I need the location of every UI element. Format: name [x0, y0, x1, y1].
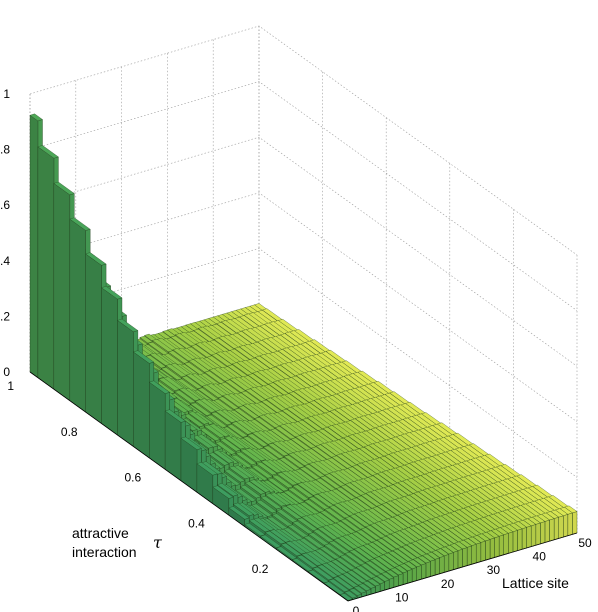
x-axis	[347, 532, 578, 602]
x-tick-label: 0	[353, 604, 360, 612]
grid-line-z	[29, 248, 578, 478]
x-tick-label: 10	[395, 590, 409, 604]
z-tick-label: 0.8	[0, 143, 10, 157]
grid-line-z	[29, 192, 578, 423]
z-tick-label: 0.6	[0, 198, 10, 212]
y-axis-label-line1: attractive	[72, 525, 129, 541]
x-tick-labels: 0 10 20 30 40 50	[353, 536, 592, 612]
y-tick-label: 0.4	[188, 516, 205, 530]
y-tick-label: 0.6	[125, 471, 142, 485]
y-tick-label: 1	[7, 379, 14, 393]
z-tick-label: 0.2	[0, 309, 10, 323]
axes	[29, 371, 578, 602]
y-axis-label-line2: interaction	[72, 544, 137, 560]
z-tick-labels: 0 0.2 0.4 0.6 0.8 1	[0, 87, 10, 379]
x-tick-label: 50	[578, 536, 592, 550]
z-tick-label: 0	[3, 365, 10, 379]
surface-bars	[29, 113, 578, 602]
x-tick-label: 40	[533, 550, 547, 564]
grid-line-z	[29, 136, 578, 367]
y-tick-label: 0.8	[61, 425, 78, 439]
y-axis	[29, 371, 349, 602]
x-tick-label: 20	[441, 577, 455, 591]
y-tick-label: 0.2	[252, 562, 269, 576]
x-axis-label: Lattice site	[502, 575, 569, 591]
x-tick-label: 30	[487, 563, 501, 577]
y-tick-labels: 0.2 0.4 0.6 0.8 1	[7, 379, 268, 576]
z-tick-label: 0.4	[0, 254, 10, 268]
grid-line-z	[29, 25, 578, 256]
grid-line-z	[29, 81, 578, 311]
z-tick-label: 1	[3, 87, 10, 101]
y-axis-label-symbol: τ	[153, 533, 163, 552]
